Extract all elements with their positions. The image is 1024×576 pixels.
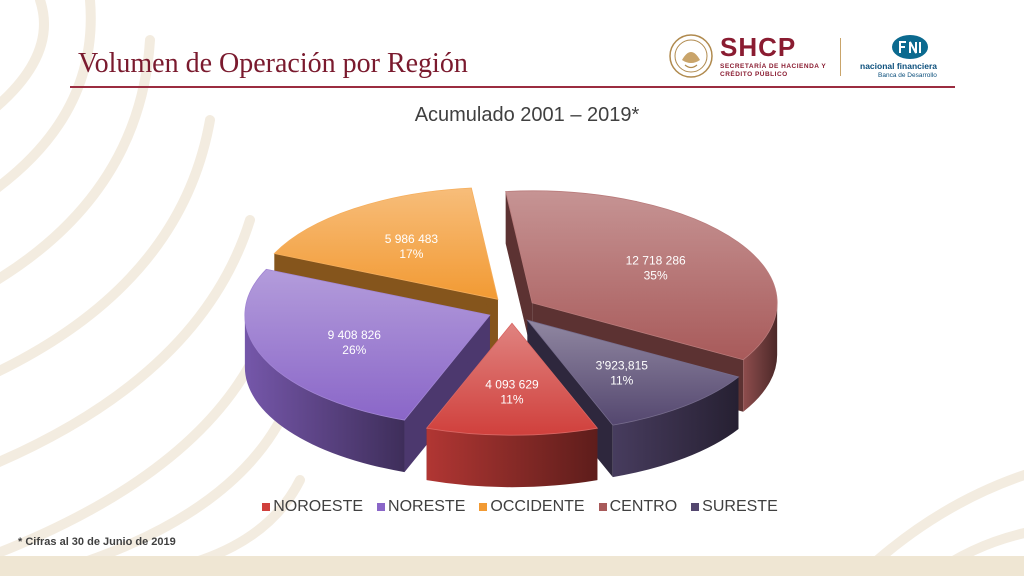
data-label-value-occidente: 5 986 483 — [385, 232, 439, 246]
pie-slice-top-centro — [505, 190, 778, 361]
legend-swatch-occidente — [479, 503, 488, 511]
data-label-value-sureste: 3'923,815 — [596, 359, 649, 373]
data-label-value-centro: 12 718 286 — [626, 253, 686, 267]
legend-swatch-noroeste — [262, 503, 271, 511]
legend-item-noroeste: NOROESTE — [262, 498, 363, 516]
data-label-value-noreste: 9 408 826 — [328, 328, 382, 342]
legend-item-noreste: NORESTE — [377, 498, 465, 516]
data-label-percent-noroeste: 11% — [500, 392, 523, 406]
data-label-value-noroeste: 4 093 629 — [485, 377, 539, 391]
pie-slice-top-sureste — [526, 319, 740, 426]
pie-slice-side-noreste — [244, 315, 405, 473]
legend-label-centro: CENTRO — [609, 498, 678, 515]
header-logos: SHCP SECRETARÍA DE HACIENDA Y CRÉDITO PÚ… — [668, 30, 968, 84]
page-title: Volumen de Operación por Región — [78, 48, 468, 79]
legend-swatch-noreste — [377, 503, 386, 511]
data-label-percent-centro: 35% — [644, 268, 668, 282]
pie-slice-top-noroeste — [425, 322, 599, 436]
pie-slice-noreste — [244, 268, 491, 473]
data-label-percent-noreste: 26% — [342, 343, 366, 357]
pie-slice-wall-centro-0 — [505, 191, 533, 355]
nafin-logo-icon — [892, 35, 928, 59]
bottom-band — [0, 556, 1024, 576]
legend-label-sureste: SURESTE — [702, 498, 778, 515]
mexico-seal-logo — [669, 34, 713, 78]
pie-slice-side-sureste — [612, 376, 739, 478]
legend-item-centro: CENTRO — [598, 498, 678, 516]
title-divider — [70, 86, 955, 88]
legend-label-noroeste: NOROESTE — [273, 498, 364, 515]
data-label-percent-occidente: 17% — [399, 247, 423, 261]
pie-slice-side-centro — [743, 302, 778, 412]
footnote: * Cifras al 30 de Junio de 2019 — [18, 536, 176, 548]
chart-title: Acumulado 2001 – 2019* — [414, 104, 640, 126]
logo-divider — [840, 38, 841, 76]
nafin-logo-subtitle: Banca de Desarrollo — [878, 72, 937, 79]
data-label-percent-sureste: 11% — [610, 374, 633, 388]
shcp-logo-text: SHCP — [720, 32, 797, 62]
pie-slice-top-occidente — [273, 187, 499, 300]
legend-swatch-sureste — [691, 503, 700, 511]
legend-item-occidente: OCCIDENTE — [479, 498, 585, 516]
pie-slice-side-noroeste — [426, 428, 598, 488]
legend-label-noreste: NORESTE — [388, 498, 466, 515]
nafin-logo-text: nacional financiera — [860, 61, 937, 71]
legend-label-occidente: OCCIDENTE — [490, 498, 585, 515]
pie-slice-top-noreste — [244, 268, 491, 421]
legend-swatch-centro — [598, 503, 607, 511]
chart-legend: NOROESTE NORESTE OCCIDENTE CENTRO SURESTE — [0, 498, 1024, 516]
pie-slice-noroeste — [425, 322, 599, 488]
shcp-logo-subtitle: SECRETARÍA DE HACIENDA Y CRÉDITO PÚBLICO — [720, 63, 827, 78]
legend-item-sureste: SURESTE — [691, 498, 778, 516]
